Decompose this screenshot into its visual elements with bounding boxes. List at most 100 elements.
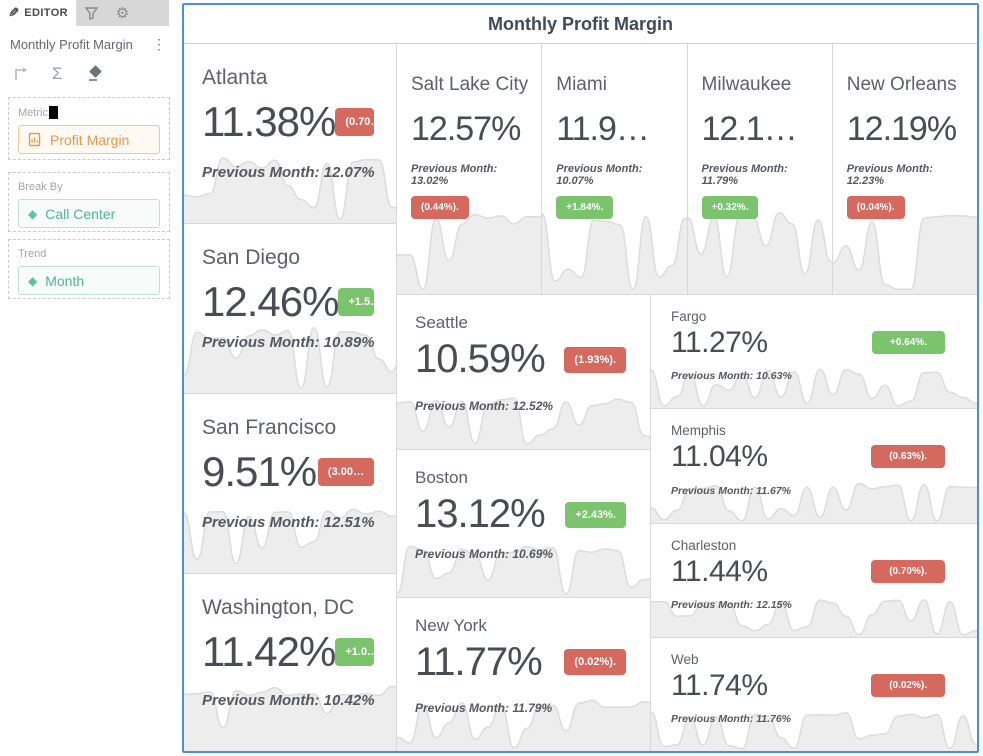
kpi-card-seattle[interactable]: Seattle 10.59% (1.93%). Previous Month: … <box>397 295 650 450</box>
card-value: 12.1… <box>701 110 798 148</box>
card-city: Web <box>671 651 699 667</box>
kpi-card-charleston[interactable]: Charleston 11.44% (0.70%). Previous Mont… <box>651 523 977 638</box>
widget-title-row: Monthly Profit Margin ⋮ <box>10 36 170 53</box>
kpi-card-boston[interactable]: Boston 13.12% +2.43%. Previous Month: 10… <box>397 450 650 598</box>
kpi-grid: Atlanta 11.38% (0.70… Previous Month: 12… <box>184 44 977 751</box>
break-by-chip-call-center[interactable]: ◆ Call Center <box>18 199 160 228</box>
trend-badge: +2.43%. <box>565 501 626 528</box>
kpi-card-san-francisco[interactable]: San Francisco 9.51% (3.00… Previous Mont… <box>184 394 396 575</box>
card-value: 13.12% <box>415 492 546 536</box>
sparkline-chart <box>184 685 396 751</box>
trend-badge: +0.64%. <box>872 331 945 354</box>
trend-badge: (1.93%). <box>564 346 626 373</box>
break-by-section-label: Break By <box>18 181 63 193</box>
previous-month-label: Previous Month: 12.52% <box>415 399 554 413</box>
sigma-icon[interactable]: Σ <box>52 64 63 83</box>
kpi-row-bottom: Seattle 10.59% (1.93%). Previous Month: … <box>397 295 977 751</box>
card-value: 11.04% <box>671 440 768 474</box>
kpi-column-middle: Seattle 10.59% (1.93%). Previous Month: … <box>397 295 651 751</box>
dimension-diamond-icon: ◆ <box>28 206 38 221</box>
previous-month-label: Previous Month: 13.02% <box>411 163 498 187</box>
card-value: 11.44% <box>671 554 768 588</box>
eraser-icon[interactable] <box>85 65 105 83</box>
previous-month-label: Previous Month: 10.42% <box>202 692 375 709</box>
previous-month-label: Previous Month: 10.63% <box>671 370 792 383</box>
kpi-card-fargo[interactable]: Fargo 11.27% +0.64%. Previous Month: 10.… <box>651 295 977 410</box>
sparkline-chart <box>832 214 977 294</box>
kpi-card-washington-dc[interactable]: Washington, DC 11.42% +1.0… Previous Mon… <box>184 574 396 751</box>
tab-settings[interactable]: ⚙ <box>107 0 138 26</box>
metric-section: Metric Profit Margin <box>8 97 170 160</box>
previous-month-label: Previous Month: 12.23% <box>846 163 933 187</box>
previous-month-label: Previous Month: 11.79% <box>701 163 788 187</box>
editor-sidebar: ✎ EDITOR ⚙ Monthly Profit Margin ⋮ Σ Met… <box>0 0 181 756</box>
previous-month-label: Previous Month: 11.76% <box>671 713 792 725</box>
card-value: 12.57% <box>411 110 521 148</box>
card-city: Salt Lake City <box>411 74 529 95</box>
trend-badge: (0.02%). <box>871 673 945 697</box>
kpi-card-san-diego[interactable]: San Diego 12.46% +1.5… Previous Month: 1… <box>184 223 396 395</box>
trend-badge: (0.70… <box>335 108 374 136</box>
sidebar-toolbar: Σ <box>12 64 105 84</box>
card-value: 11.42% <box>202 628 336 676</box>
kpi-card-memphis[interactable]: Memphis 11.04% (0.63%). Previous Month: … <box>651 409 977 524</box>
trend-badge: +1.5… <box>338 287 374 316</box>
card-value: 11.9… <box>556 110 650 148</box>
sparkline-chart <box>651 711 977 751</box>
previous-month-label: Previous Month: 10.89% <box>202 334 375 352</box>
sparkline-chart <box>184 327 396 394</box>
sparkline-chart <box>687 212 832 294</box>
kpi-card-salt-lake-city[interactable]: Salt Lake City 12.57% Previous Month: 13… <box>397 44 543 294</box>
trend-badge: +1.0… <box>335 638 374 667</box>
tab-editor-label: EDITOR <box>24 7 69 19</box>
trend-badge: +1.84%. <box>556 196 614 219</box>
card-city: Memphis <box>671 423 726 439</box>
card-value: 12.46% <box>202 277 339 325</box>
kpi-card-web[interactable]: Web 11.74% (0.02%). Previous Month: 11.7… <box>651 637 977 751</box>
metric-chip-profit-margin[interactable]: Profit Margin <box>18 125 160 154</box>
previous-month-label: Previous Month: 11.79% <box>415 701 553 715</box>
pencil-icon: ✎ <box>7 5 20 20</box>
tab-editor[interactable]: ✎ EDITOR <box>0 0 76 26</box>
previous-month-label: Previous Month: 12.51% <box>202 514 375 532</box>
sparkline-chart <box>184 156 396 223</box>
tab-filters[interactable] <box>76 0 107 26</box>
card-city: New York <box>415 615 487 635</box>
previous-month-label: Previous Month: 11.67% <box>671 484 792 497</box>
metric-chip-label: Profit Margin <box>50 131 130 148</box>
trend-badge: (0.63%). <box>871 445 945 469</box>
sparkline-chart <box>397 699 650 751</box>
card-value: 12.19% <box>846 110 957 148</box>
gear-icon: ⚙ <box>115 5 130 22</box>
kebab-menu-icon[interactable]: ⋮ <box>152 36 166 52</box>
kpi-column-left: Atlanta 11.38% (0.70… Previous Month: 12… <box>184 44 397 751</box>
kpi-card-atlanta[interactable]: Atlanta 11.38% (0.70… Previous Month: 12… <box>184 44 396 224</box>
card-city: Atlanta <box>202 66 268 89</box>
card-city: Seattle <box>415 313 468 332</box>
kpi-card-milwaukee[interactable]: Milwaukee 12.1… Previous Month: 11.79% +… <box>687 44 833 294</box>
sparkline-chart <box>397 213 542 294</box>
widget-title: Monthly Profit Margin <box>10 37 133 52</box>
sparkline-chart <box>651 368 977 409</box>
trend-badge: (0.70%). <box>871 559 945 583</box>
widget-preview-panel: Monthly Profit Margin Atlanta 11.38% (0.… <box>182 3 979 753</box>
trend-chip-month[interactable]: ◆ Month <box>18 266 160 295</box>
card-city: San Francisco <box>202 416 337 440</box>
kpi-card-new-orleans[interactable]: New Orleans 12.19% Previous Month: 12.23… <box>832 44 977 294</box>
kpi-card-miami[interactable]: Miami 11.9… Previous Month: 10.07% +1.84… <box>542 44 688 294</box>
trend-section: Trend ◆ Month <box>8 239 170 299</box>
kpi-column-right: Fargo 11.27% +0.64%. Previous Month: 10.… <box>651 295 977 751</box>
metric-section-label: Metric <box>18 106 160 119</box>
kpi-card-new-york[interactable]: New York 11.77% (0.02%). Previous Month:… <box>397 597 650 751</box>
kpi-row-top: Salt Lake City 12.57% Previous Month: 13… <box>397 44 977 295</box>
card-value: 9.51% <box>202 448 317 496</box>
sparkline-chart <box>184 508 396 574</box>
trend-section-label: Trend <box>18 248 47 260</box>
sparkline-chart <box>397 397 650 449</box>
dimension-diamond-icon: ◆ <box>28 273 38 288</box>
funnel-icon <box>85 6 98 20</box>
sparkline-chart <box>542 213 687 294</box>
drill-arrow-icon[interactable] <box>12 65 30 83</box>
card-value: 10.59% <box>415 337 546 381</box>
previous-month-label: Previous Month: 12.15% <box>671 598 792 611</box>
